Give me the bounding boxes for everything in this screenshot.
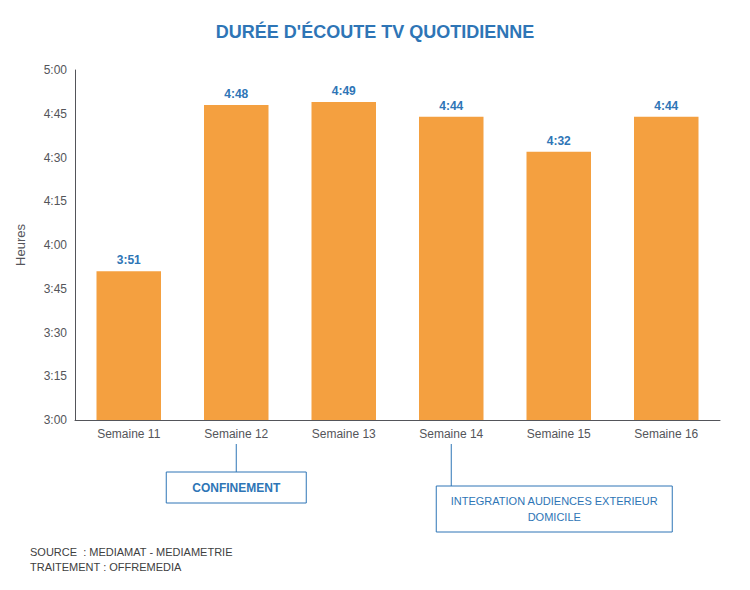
svg-text:4:00: 4:00 (44, 238, 68, 252)
svg-text:Semaine 11: Semaine 11 (97, 427, 160, 441)
svg-text:Semaine 12: Semaine 12 (204, 427, 268, 441)
svg-text:Semaine 14: Semaine 14 (419, 427, 483, 441)
svg-text:4:44: 4:44 (654, 99, 678, 113)
svg-text:4:48: 4:48 (224, 87, 248, 101)
svg-text:5:00: 5:00 (44, 63, 68, 77)
svg-text:4:49: 4:49 (332, 84, 356, 98)
svg-text:TRAITEMENT : OFFREMEDIA: TRAITEMENT : OFFREMEDIA (30, 561, 182, 573)
svg-text:4:45: 4:45 (44, 107, 68, 121)
svg-text:3:00: 3:00 (44, 413, 68, 427)
svg-text:3:51: 3:51 (117, 253, 141, 267)
svg-text:Semaine 16: Semaine 16 (634, 427, 698, 441)
svg-text:4:44: 4:44 (439, 99, 463, 113)
svg-text:DURÉE D'ÉCOUTE TV QUOTIDIENNE: DURÉE D'ÉCOUTE TV QUOTIDIENNE (216, 21, 534, 42)
svg-text:Semaine 15: Semaine 15 (527, 427, 591, 441)
svg-text:4:32: 4:32 (547, 134, 571, 148)
svg-text:SOURCE : MEDIAMAT - MEDIAMETR: SOURCE : MEDIAMAT - MEDIAMETRIE (30, 546, 233, 558)
svg-text:3:30: 3:30 (44, 326, 68, 340)
svg-text:Semaine 13: Semaine 13 (312, 427, 376, 441)
svg-text:INTEGRATION AUDIENCES EXTERIEU: INTEGRATION AUDIENCES EXTERIEUR (451, 495, 658, 507)
svg-text:Heures: Heures (13, 224, 28, 266)
svg-text:4:15: 4:15 (44, 194, 68, 208)
svg-text:CONFINEMENT: CONFINEMENT (192, 481, 281, 495)
svg-text:3:15: 3:15 (44, 369, 68, 383)
svg-text:DOMICILE: DOMICILE (528, 511, 581, 523)
svg-text:3:45: 3:45 (44, 282, 68, 296)
svg-text:4:30: 4:30 (44, 151, 68, 165)
